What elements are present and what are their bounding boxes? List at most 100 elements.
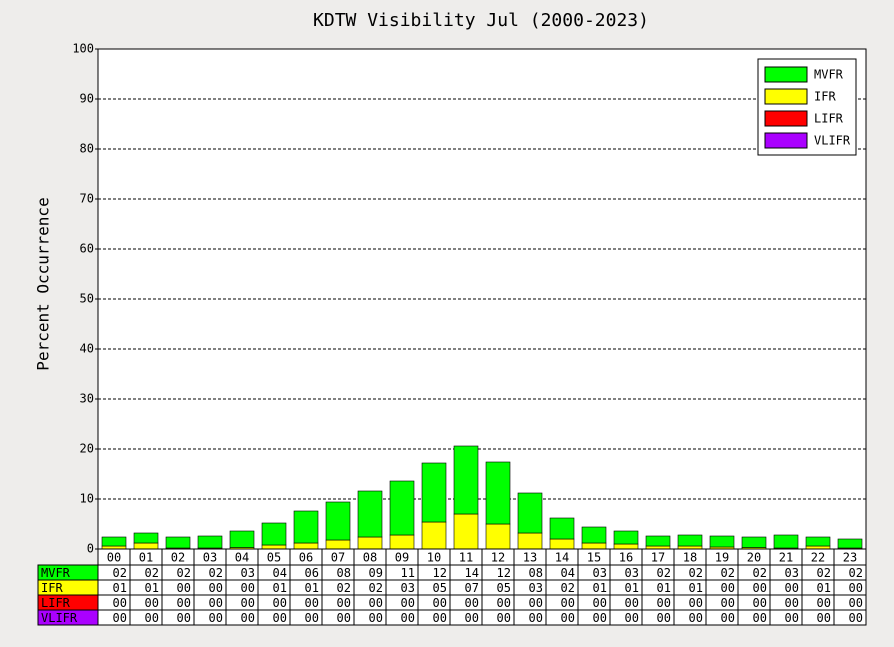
table-value: 02	[145, 566, 159, 580]
table-value: 00	[817, 596, 831, 610]
table-value: 00	[817, 611, 831, 625]
table-value: 03	[785, 566, 799, 580]
x-tick-label: 11	[459, 551, 473, 565]
table-value: 00	[305, 596, 319, 610]
x-tick-label: 21	[779, 551, 793, 565]
bar-segment	[677, 534, 703, 547]
x-tick-label: 06	[299, 551, 313, 565]
bar-segment	[421, 462, 447, 523]
x-tick-label: 00	[107, 551, 121, 565]
x-tick-label: 22	[811, 551, 825, 565]
legend-swatch	[764, 110, 808, 127]
bar-segment	[389, 534, 415, 550]
x-tick-label: 19	[715, 551, 729, 565]
table-value: 01	[273, 581, 287, 595]
table-value: 00	[625, 596, 639, 610]
bar-segment	[197, 535, 223, 549]
bar-segment	[357, 490, 383, 538]
y-tick-label: 10	[80, 492, 94, 506]
legend-swatch	[764, 88, 808, 105]
bar-segment	[325, 539, 351, 550]
x-tick-label: 17	[651, 551, 665, 565]
bar-segment	[581, 526, 607, 544]
bar-segment	[549, 538, 575, 550]
table-value: 03	[529, 581, 543, 595]
bar-segment	[325, 501, 351, 541]
bar-segment	[709, 535, 735, 548]
bar-segment	[773, 534, 799, 549]
bar-segment	[453, 513, 479, 550]
bar-segment	[517, 492, 543, 534]
x-tick-label: 10	[427, 551, 441, 565]
x-tick-label: 09	[395, 551, 409, 565]
table-cell	[833, 609, 867, 626]
table-value: 00	[721, 611, 735, 625]
table-value: 07	[465, 581, 479, 595]
table-value: 02	[113, 566, 127, 580]
bar-segment	[581, 542, 607, 550]
x-tick-label: 12	[491, 551, 505, 565]
bar-segment	[613, 543, 639, 550]
table-value: 01	[145, 581, 159, 595]
table-value: 00	[241, 581, 255, 595]
table-value: 02	[337, 581, 351, 595]
x-tick-label: 16	[619, 551, 633, 565]
table-value: 00	[369, 611, 383, 625]
table-row-label: VLIFR	[41, 611, 78, 625]
bar-segment	[485, 461, 511, 525]
table-value: 00	[145, 611, 159, 625]
bar-segment	[229, 530, 255, 548]
table-value: 00	[849, 596, 863, 610]
legend-label: LIFR	[814, 112, 844, 126]
table-value: 08	[337, 566, 351, 580]
table-value: 00	[401, 596, 415, 610]
table-value: 09	[369, 566, 383, 580]
table-value: 04	[273, 566, 287, 580]
table-value: 00	[145, 596, 159, 610]
table-value: 02	[753, 566, 767, 580]
bar-segment	[165, 536, 191, 549]
y-tick-label: 90	[80, 92, 94, 106]
table-value: 00	[337, 611, 351, 625]
table-value: 00	[113, 596, 127, 610]
table-value: 00	[593, 596, 607, 610]
table-row-label: MVFR	[41, 566, 71, 580]
x-tick-label: 05	[267, 551, 281, 565]
y-tick-label: 80	[80, 142, 94, 156]
table-value: 00	[433, 611, 447, 625]
table-value: 02	[721, 566, 735, 580]
x-tick-label: 08	[363, 551, 377, 565]
table-value: 00	[689, 611, 703, 625]
table-value: 03	[241, 566, 255, 580]
table-value: 05	[433, 581, 447, 595]
table-value: 01	[305, 581, 319, 595]
table-value: 00	[529, 611, 543, 625]
table-value: 00	[337, 596, 351, 610]
x-tick-label: 18	[683, 551, 697, 565]
bar-segment	[805, 536, 831, 547]
table-value: 00	[273, 611, 287, 625]
table-value: 00	[209, 611, 223, 625]
table-value: 03	[593, 566, 607, 580]
table-value: 00	[721, 596, 735, 610]
bar-segment	[293, 510, 319, 544]
table-value: 00	[401, 611, 415, 625]
bar-segment	[549, 517, 575, 540]
table-value: 03	[625, 566, 639, 580]
table-row-label: LIFR	[41, 596, 71, 610]
y-tick-label: 70	[80, 192, 94, 206]
legend-label: IFR	[814, 90, 836, 104]
x-tick-label: 15	[587, 551, 601, 565]
table-value: 00	[753, 596, 767, 610]
table-value: 00	[241, 596, 255, 610]
table-value: 02	[817, 566, 831, 580]
table-value: 00	[721, 581, 735, 595]
table-value: 00	[177, 611, 191, 625]
x-tick-label: 20	[747, 551, 761, 565]
table-value: 00	[465, 596, 479, 610]
table-value: 00	[209, 596, 223, 610]
table-value: 14	[465, 566, 479, 580]
table-value: 00	[433, 596, 447, 610]
table-value: 00	[497, 611, 511, 625]
